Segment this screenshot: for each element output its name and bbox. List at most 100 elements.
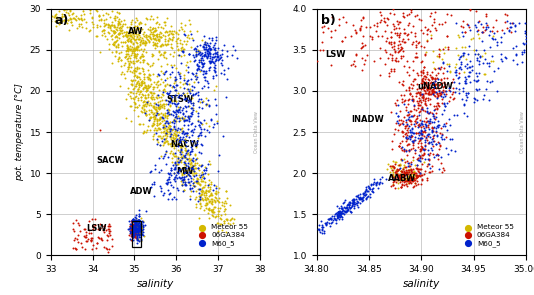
Point [207, 208, 216, 212]
Point [197, 126, 205, 131]
Point [391, 172, 400, 177]
Point [216, 213, 225, 218]
Point [418, 145, 426, 150]
Point [356, 26, 364, 31]
Point [130, 231, 138, 235]
Point [94, 226, 103, 231]
Point [466, 65, 474, 70]
Point [433, 90, 442, 95]
Point [184, 147, 193, 152]
Point [429, 119, 438, 124]
Point [457, 29, 466, 34]
Point [166, 170, 174, 175]
Point [133, 17, 142, 22]
Point [163, 108, 171, 112]
Point [151, 117, 159, 122]
Point [406, 118, 415, 122]
Point [398, 138, 406, 143]
Point [338, 209, 347, 213]
Point [432, 90, 441, 94]
Point [345, 203, 354, 207]
Point [402, 181, 410, 186]
Point [423, 87, 432, 92]
Point [158, 41, 167, 46]
Point [193, 113, 202, 118]
Point [213, 50, 221, 55]
Point [170, 63, 178, 68]
Point [139, 229, 148, 234]
Point [151, 46, 159, 50]
Point [115, 11, 123, 16]
Point [214, 209, 223, 214]
Point [131, 46, 140, 51]
Point [53, 18, 61, 23]
Point [334, 209, 343, 214]
Point [121, 31, 130, 36]
Point [389, 41, 398, 46]
Point [493, 66, 502, 71]
Point [201, 50, 209, 54]
Point [140, 101, 149, 106]
Point [199, 174, 208, 178]
Point [406, 178, 414, 182]
Bar [131, 221, 141, 247]
Point [476, 55, 484, 60]
Point [203, 54, 212, 58]
Point [182, 155, 191, 160]
Point [135, 66, 144, 71]
Point [124, 44, 133, 49]
Point [488, 78, 496, 83]
Point [132, 229, 141, 234]
Point [174, 157, 182, 161]
Point [389, 69, 398, 73]
Point [361, 192, 370, 196]
Point [404, 135, 412, 140]
Point [166, 124, 174, 129]
Point [135, 214, 143, 219]
Point [180, 23, 189, 28]
Point [505, 29, 514, 34]
Point [130, 229, 138, 233]
Point [445, 117, 453, 121]
Point [135, 224, 143, 229]
Point [166, 104, 175, 109]
Point [130, 227, 138, 232]
Point [392, 111, 400, 116]
Point [379, 19, 388, 24]
Point [131, 222, 140, 227]
Point [145, 34, 154, 39]
Point [200, 45, 209, 50]
Point [453, 53, 462, 58]
Point [222, 189, 230, 193]
Point [411, 150, 420, 155]
Point [422, 116, 430, 121]
Point [100, 245, 108, 250]
Point [414, 181, 423, 186]
Point [399, 177, 407, 182]
Point [63, 20, 72, 25]
Point [206, 46, 215, 51]
Point [131, 219, 139, 223]
Point [202, 165, 210, 170]
Point [128, 217, 136, 222]
Point [131, 224, 139, 229]
Point [134, 224, 143, 229]
Point [130, 225, 139, 230]
Point [130, 225, 138, 230]
Point [133, 232, 142, 237]
Point [100, 23, 109, 27]
Point [339, 207, 347, 212]
Point [160, 118, 169, 122]
Point [395, 123, 403, 127]
Point [181, 142, 190, 147]
Point [395, 144, 403, 149]
Point [472, 71, 480, 75]
Point [400, 132, 409, 137]
Point [104, 22, 112, 27]
Point [87, 236, 96, 240]
Point [414, 102, 423, 107]
Point [153, 117, 161, 122]
Point [136, 47, 145, 51]
Point [407, 173, 416, 178]
Point [184, 98, 193, 102]
